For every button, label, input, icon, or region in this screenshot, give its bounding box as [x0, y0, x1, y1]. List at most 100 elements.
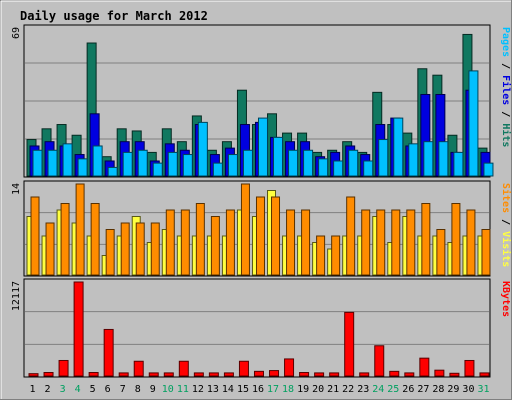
bar-sites-day-27: [421, 203, 431, 276]
bar-sites-day-5: [90, 203, 100, 276]
x-tick-label: 24: [372, 384, 384, 395]
axis-label-part: /: [500, 57, 511, 75]
x-tick-label: 17: [267, 384, 279, 395]
bar-kbytes-day-29: [449, 372, 460, 377]
x-tick-label: 21: [327, 384, 339, 395]
bar-kbytes-day-3: [58, 359, 69, 377]
x-tick-label: 8: [135, 384, 141, 395]
bar-kbytes-day-26: [404, 372, 415, 377]
bar-pages-day-7: [122, 151, 133, 177]
bar-pages-day-25: [393, 117, 404, 177]
bar-pages-day-16: [257, 117, 268, 177]
x-tick-label: 6: [105, 384, 111, 395]
bar-pages-day-5: [92, 145, 103, 177]
x-tick-label: 1: [30, 384, 36, 395]
bar-kbytes-day-21: [329, 372, 340, 377]
bar-kbytes-day-11: [178, 360, 189, 377]
bar-kbytes-day-15: [238, 360, 249, 377]
panel-bottom-ymax-label: 12117: [11, 281, 22, 311]
axis-label-part: Visits: [500, 231, 512, 267]
bar-kbytes-day-1: [28, 373, 39, 377]
bar-sites-day-17: [271, 196, 281, 276]
bar-pages-day-28: [438, 141, 449, 177]
bar-pages-day-29: [453, 151, 464, 177]
bar-pages-day-8: [137, 149, 148, 177]
bar-sites-day-22: [346, 196, 356, 276]
x-tick-label: 7: [120, 384, 126, 395]
axis-label-part: Pages: [500, 27, 511, 57]
bar-kbytes-day-10: [163, 372, 174, 377]
x-tick-label: 25: [387, 384, 399, 395]
bar-pages-day-13: [212, 162, 223, 177]
bar-sites-day-12: [195, 203, 205, 276]
bar-pages-day-4: [77, 158, 88, 177]
bar-sites-day-24: [376, 209, 386, 276]
x-tick-label: 20: [312, 384, 324, 395]
x-tick-label: 16: [252, 384, 264, 395]
chart-title: Daily usage for March 2012: [20, 9, 208, 23]
bar-kbytes-day-27: [419, 357, 430, 377]
panel-top-axis-label: Pages / Files / Hits: [500, 27, 512, 147]
bar-kbytes-day-4: [73, 281, 84, 377]
series-kbytes: [28, 281, 490, 377]
x-tick-label: 23: [357, 384, 369, 395]
bar-kbytes-day-28: [434, 369, 445, 377]
x-tick-label: 15: [237, 384, 249, 395]
axis-label-part: Hits: [500, 123, 512, 147]
bar-kbytes-day-16: [253, 370, 264, 377]
bar-pages-day-9: [152, 162, 163, 177]
x-tick-label: 11: [177, 384, 189, 395]
bar-pages-day-11: [182, 154, 193, 177]
bar-kbytes-day-8: [133, 360, 144, 377]
bar-pages-day-15: [242, 149, 253, 177]
bar-pages-day-30: [468, 70, 479, 177]
x-tick-label: 29: [447, 384, 459, 395]
bar-pages-day-1: [32, 149, 43, 177]
bar-pages-day-21: [333, 160, 344, 177]
bar-sites-day-30: [466, 209, 476, 276]
bar-sites-day-25: [391, 209, 401, 276]
bar-sites-day-29: [451, 203, 461, 276]
bar-sites-day-20: [316, 235, 326, 276]
bar-sites-day-11: [180, 209, 190, 276]
bar-kbytes-day-23: [359, 372, 370, 377]
bar-sites-day-1: [30, 196, 40, 276]
bar-sites-day-2: [45, 222, 55, 276]
bar-kbytes-day-5: [88, 372, 99, 377]
bar-pages-day-14: [227, 154, 238, 177]
bar-sites-day-3: [60, 203, 70, 276]
panel-bottom-plot-area: [23, 278, 491, 378]
bar-kbytes-day-7: [118, 372, 129, 377]
bar-sites-day-31: [481, 229, 491, 276]
x-tick-label: 5: [90, 384, 96, 395]
axis-label-part: Sites: [500, 183, 512, 213]
bar-kbytes-day-25: [389, 370, 400, 377]
bar-sites-day-6: [105, 229, 115, 276]
bar-kbytes-day-31: [479, 372, 490, 377]
panel-top-ymax-label: 69: [11, 27, 22, 39]
bar-pages-day-10: [167, 151, 178, 177]
bar-kbytes-day-17: [269, 370, 280, 377]
x-tick-label: 28: [432, 384, 444, 395]
bar-pages-day-23: [363, 160, 374, 177]
axis-label-part: /: [500, 105, 511, 123]
bar-kbytes-day-13: [208, 372, 219, 377]
bar-sites-day-26: [406, 209, 416, 276]
bar-kbytes-day-24: [374, 345, 385, 377]
bar-sites-day-10: [165, 209, 175, 276]
panel-middle: 14 Sites / Visits: [11, 180, 512, 277]
bar-sites-day-9: [150, 222, 160, 276]
bar-sites-day-8: [135, 222, 145, 276]
panel-bottom: 12117 KBytes: [11, 278, 511, 378]
bar-kbytes-day-30: [464, 359, 475, 377]
x-tick-label: 9: [150, 384, 156, 395]
x-tick-label: 19: [297, 384, 309, 395]
bar-sites-day-4: [75, 183, 85, 276]
bar-pages-day-2: [47, 149, 58, 177]
x-tick-label: 27: [417, 384, 429, 395]
x-tick-label: 10: [162, 384, 174, 395]
series-sites: [30, 183, 491, 276]
bar-kbytes-day-12: [193, 372, 204, 377]
bar-kbytes-day-9: [148, 372, 159, 377]
